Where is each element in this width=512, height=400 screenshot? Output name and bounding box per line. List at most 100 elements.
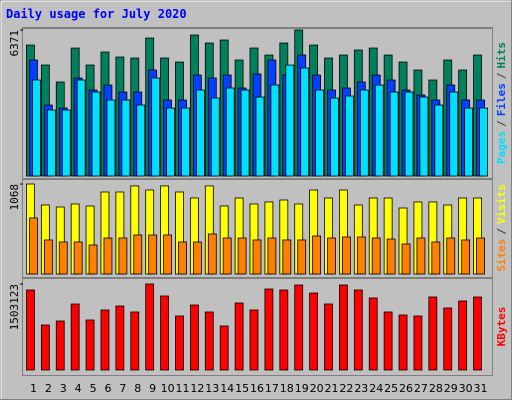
- legend: Sites / Visits: [495, 184, 508, 272]
- bar: [43, 239, 53, 275]
- bar: [222, 237, 232, 275]
- bar: [118, 237, 128, 275]
- bar: [267, 237, 277, 275]
- bar: [29, 217, 38, 275]
- panel-box: [22, 278, 493, 376]
- bar: [473, 296, 482, 371]
- x-tick-label: 9: [149, 382, 156, 395]
- bar: [476, 237, 485, 275]
- bar: [73, 241, 83, 275]
- x-tick-label: 29: [444, 382, 458, 395]
- bar: [345, 95, 354, 177]
- bar: [207, 233, 217, 275]
- y-tick-label: 6371: [8, 30, 21, 57]
- legend-entry: Files: [495, 83, 508, 116]
- bar: [264, 288, 274, 371]
- legend-separator: /: [495, 228, 508, 235]
- bar: [103, 237, 113, 275]
- x-tick-label: 7: [119, 382, 126, 395]
- bar: [398, 314, 408, 371]
- x-tick-label: 8: [134, 382, 141, 395]
- bar: [249, 309, 259, 371]
- bar: [163, 234, 172, 275]
- bar: [225, 87, 235, 177]
- bar: [145, 283, 155, 371]
- x-tick-label: 20: [310, 382, 324, 395]
- bar: [234, 302, 244, 371]
- bar: [26, 289, 35, 371]
- bar: [294, 284, 304, 371]
- bar: [431, 241, 441, 275]
- legend-entry: Visits: [495, 184, 508, 224]
- x-tick-label: 30: [459, 382, 473, 395]
- legend: KBytes: [495, 307, 508, 347]
- legend-entry: Sites: [495, 239, 508, 272]
- bar: [178, 241, 187, 275]
- legend-separator: /: [495, 120, 508, 127]
- bar: [151, 77, 161, 177]
- bar: [356, 236, 366, 275]
- x-tick-label: 1: [30, 382, 37, 395]
- bar: [32, 79, 41, 177]
- legend-entry: Hits: [495, 42, 508, 69]
- bar: [106, 99, 116, 177]
- x-tick-label: 22: [339, 382, 353, 395]
- bar: [419, 96, 429, 177]
- bar: [285, 64, 295, 177]
- x-tick-label: 6: [104, 382, 111, 395]
- panel-box: [22, 28, 493, 179]
- bar: [237, 237, 247, 275]
- x-tick-label: 3: [60, 382, 67, 395]
- bar: [458, 300, 468, 371]
- bar: [464, 107, 474, 177]
- x-tick-label: 16: [250, 382, 264, 395]
- x-tick-label: 4: [75, 382, 82, 395]
- bar: [353, 289, 363, 371]
- x-tick-label: 31: [474, 382, 488, 395]
- x-tick-label: 13: [205, 382, 219, 395]
- bar: [359, 89, 369, 177]
- bar: [219, 325, 229, 371]
- bar: [479, 107, 488, 177]
- bar: [76, 79, 86, 177]
- y-tick-label: 1068: [8, 184, 21, 211]
- bar: [61, 109, 71, 177]
- bar: [309, 292, 319, 371]
- x-tick-label: 25: [384, 382, 398, 395]
- x-tick-label: 14: [220, 382, 234, 395]
- bar: [91, 91, 101, 177]
- bar: [121, 99, 131, 177]
- x-tick-label: 15: [235, 382, 249, 395]
- x-tick-label: 19: [295, 382, 309, 395]
- bar: [204, 311, 214, 371]
- panel-box: [22, 179, 493, 278]
- x-tick-label: 5: [90, 382, 97, 395]
- x-tick-label: 21: [325, 382, 339, 395]
- legend-separator: /: [495, 72, 508, 79]
- bar: [324, 303, 333, 371]
- bar: [401, 243, 411, 275]
- legend: Pages / Files / Hits: [495, 42, 508, 164]
- bar: [55, 320, 65, 371]
- bar: [85, 319, 95, 371]
- bar: [100, 309, 110, 371]
- x-tick-label: 11: [175, 382, 189, 395]
- bar: [88, 244, 98, 275]
- bar: [166, 107, 175, 177]
- bar: [46, 109, 56, 177]
- bar: [383, 311, 393, 371]
- bar: [327, 237, 336, 275]
- x-tick-label: 17: [265, 382, 279, 395]
- bar: [368, 297, 378, 371]
- bar: [342, 236, 351, 275]
- bar: [181, 107, 190, 177]
- x-tick-label: 2: [45, 382, 52, 395]
- y-tick-label: 1503123: [8, 284, 21, 330]
- bar: [210, 97, 220, 177]
- bar: [270, 84, 280, 177]
- bar: [386, 238, 396, 275]
- bar: [416, 237, 426, 275]
- x-tick-label: 12: [190, 382, 204, 395]
- bar: [449, 91, 459, 177]
